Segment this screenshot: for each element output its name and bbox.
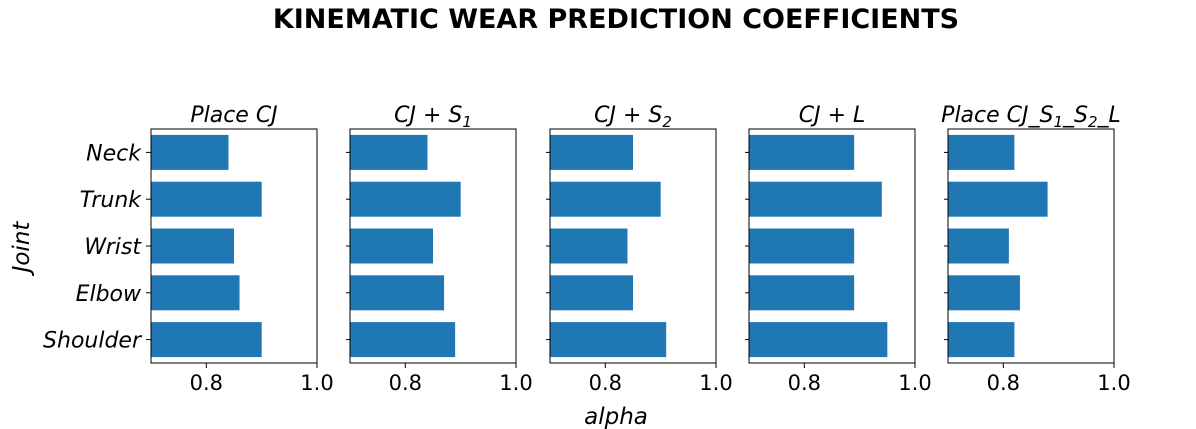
bar-shoulder — [550, 322, 667, 358]
bar-trunk — [948, 181, 1048, 217]
panel-title-text: CJ + S — [594, 103, 662, 128]
bar-wrist — [350, 228, 433, 264]
bar-elbow — [948, 275, 1020, 311]
y-tick-label: Elbow — [76, 282, 142, 307]
panel: CJ + L 0.8 1.0 — [745, 103, 932, 395]
x-tick-label: 0.8 — [788, 371, 821, 395]
panel-title: CJ + S1 — [394, 103, 472, 131]
bar-wrist — [550, 228, 628, 264]
bar-shoulder — [151, 322, 262, 358]
y-tick-label: Neck — [86, 141, 142, 166]
bar-neck — [948, 134, 1015, 170]
bar-trunk — [550, 181, 661, 217]
panel-title-text: _L — [1097, 103, 1121, 128]
panel-title-text: _S — [1062, 103, 1088, 128]
bar-shoulder — [749, 322, 888, 358]
bar-trunk — [749, 181, 882, 217]
panel-frame — [947, 128, 1115, 364]
bar-elbow — [151, 275, 240, 311]
panels: Place CJ Neck Trunk Wrist Elbow Shoulder 0.8 1.… — [43, 103, 1131, 395]
y-tick-label: Shoulder — [43, 329, 143, 354]
panel-title: Place CJ — [190, 103, 277, 128]
panel-title-subscript: 1 — [1053, 113, 1063, 131]
panel-title-text: Place CJ — [190, 103, 277, 128]
bar-neck — [151, 134, 229, 170]
x-axis-label: alpha — [584, 404, 648, 429]
bar-trunk — [350, 181, 461, 217]
bar-elbow — [550, 275, 633, 311]
x-tick-label: 1.0 — [300, 371, 333, 395]
bar-wrist — [749, 228, 855, 264]
bar-shoulder — [350, 322, 456, 358]
x-tick-label: 0.8 — [987, 371, 1020, 395]
bar-trunk — [151, 181, 262, 217]
panel-title: Place CJ_S1_S2_L — [941, 103, 1121, 131]
x-tick-label: 0.8 — [190, 371, 223, 395]
panel-title-text: CJ + L — [799, 103, 866, 128]
panel-title: CJ + L — [799, 103, 866, 128]
panel-frame — [549, 128, 717, 364]
x-tick-label: 0.8 — [589, 371, 622, 395]
bar-neck — [350, 134, 428, 170]
x-tick-label: 0.8 — [389, 371, 422, 395]
bar-wrist — [948, 228, 1009, 264]
panel-title-subscript: 2 — [1088, 113, 1098, 131]
bar-wrist — [151, 228, 234, 264]
panel: CJ + S1 0.8 1.0 — [346, 103, 533, 395]
y-axis-label: Joint — [9, 221, 35, 277]
y-tick-label: Wrist — [84, 235, 142, 260]
panel: Place CJ_S1_S2_L 0.8 1.0 — [941, 103, 1131, 395]
panel-frame — [748, 128, 916, 364]
bar-shoulder — [948, 322, 1015, 358]
panel-frame — [349, 128, 517, 364]
panel-title-text: Place CJ_S — [941, 103, 1053, 128]
x-tick-label: 1.0 — [499, 371, 532, 395]
y-tick-label: Trunk — [80, 188, 143, 213]
bar-elbow — [749, 275, 855, 311]
panel-title-subscript: 1 — [462, 113, 472, 131]
panel-title: CJ + S2 — [594, 103, 672, 131]
figure-title: KINEMATIC WEAR PREDICTION COEFFICIENTS — [273, 4, 959, 35]
panel-title-subscript: 2 — [662, 113, 672, 131]
x-tick-label: 1.0 — [699, 371, 732, 395]
panel: Place CJ Neck Trunk Wrist Elbow Shoulder 0.8 1.… — [43, 103, 334, 395]
bar-neck — [749, 134, 855, 170]
panel-title-text: CJ + S — [394, 103, 462, 128]
panel-frame — [150, 128, 318, 364]
panel: CJ + S2 0.8 1.0 — [546, 103, 733, 395]
x-tick-label: 1.0 — [1097, 371, 1130, 395]
bar-neck — [550, 134, 633, 170]
bar-elbow — [350, 275, 445, 311]
x-tick-label: 1.0 — [898, 371, 931, 395]
